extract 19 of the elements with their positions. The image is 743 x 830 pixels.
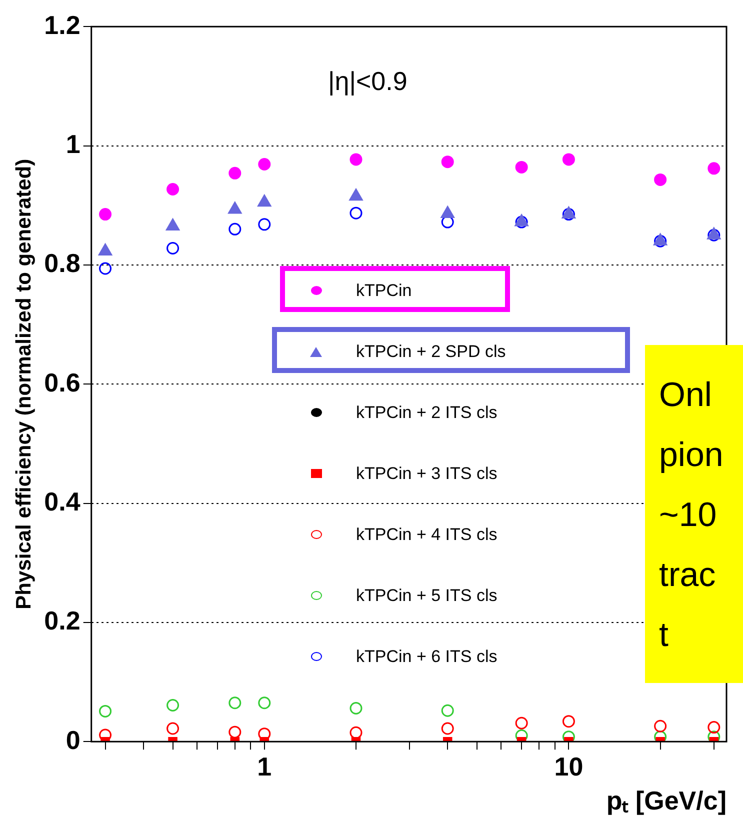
x-tick-label: 10	[554, 751, 584, 782]
legend-label: kTPCin + 6 ITS cls	[356, 646, 498, 666]
y-tick-label: 0.8	[44, 248, 80, 278]
legend-label: kTPCin + 3 ITS cls	[356, 464, 498, 484]
legend-label: kTPCin	[356, 280, 412, 300]
y-tick-label: 1.2	[44, 10, 80, 40]
y-tick-label: 1	[66, 128, 80, 159]
legend-label: kTPCin + 2 SPD cls	[356, 342, 506, 362]
y-axis-title: Physical efficiency (normalized to generated)	[12, 158, 36, 610]
y-tick-label: 0.4	[44, 486, 81, 516]
y-tick-label: 0.2	[44, 606, 80, 636]
x-axis-title: pₜ [GeV/c]	[606, 786, 726, 816]
legend-label: kTPCin + 2 ITS cls	[356, 402, 498, 422]
y-tick-label: 0.6	[44, 367, 80, 398]
annotation: Onl pion ~10 trac t	[645, 345, 743, 683]
legend-label: kTPCin + 4 ITS cls	[356, 524, 498, 544]
annotation: |η|<0.9	[328, 66, 408, 97]
legend-label: kTPCin + 5 ITS cls	[356, 586, 498, 606]
y-tick-label: 0	[66, 724, 80, 755]
